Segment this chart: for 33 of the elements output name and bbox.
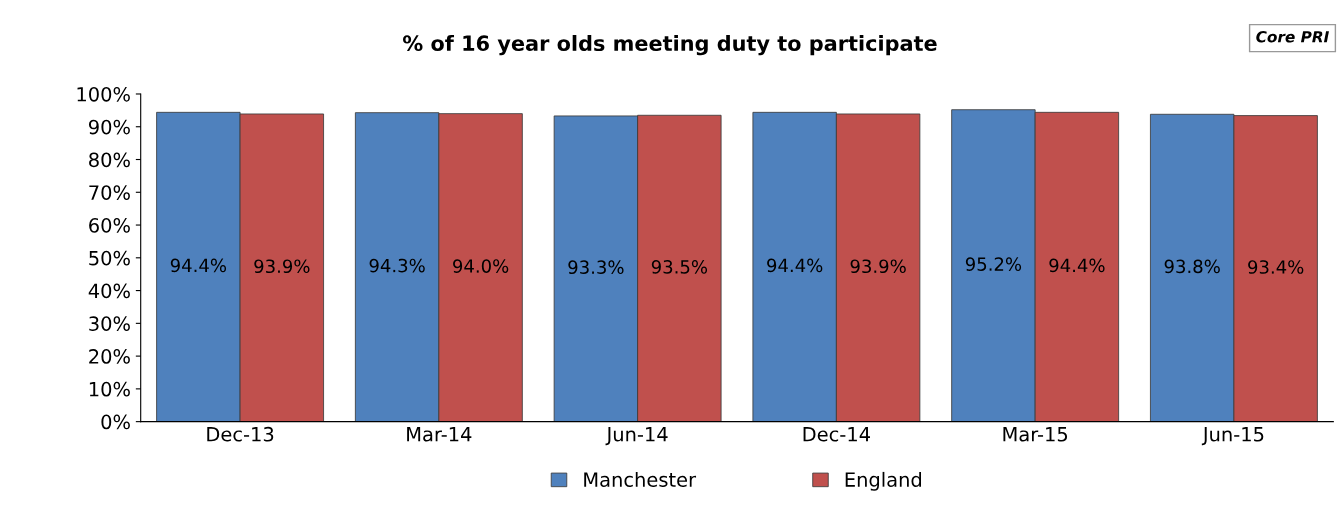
data-label: 94.3% <box>369 258 425 273</box>
data-label: 93.5% <box>651 260 708 274</box>
y-tick-label: 20% <box>89 349 130 364</box>
data-label: 93.9% <box>254 259 310 274</box>
y-tick-label: 30% <box>89 316 130 332</box>
data-label: 94.4% <box>1049 258 1105 273</box>
y-tick-label: 0% <box>101 414 130 430</box>
y-tick-label: 90% <box>88 119 130 135</box>
x-tick-label: Jun-15 <box>1201 427 1264 446</box>
text: Core PRI <box>1256 30 1329 43</box>
x-tick-label: Dec-13 <box>207 426 274 442</box>
data-label: 93.4% <box>1248 260 1304 274</box>
legend-label: Manchester <box>584 471 697 487</box>
data-label: 94.4% <box>767 258 823 273</box>
x-tick-label: Jun-14 <box>605 427 668 446</box>
y-tick-label: 40% <box>88 283 130 299</box>
data-label: 93.3% <box>568 260 624 275</box>
data-label: 93.9% <box>850 259 906 274</box>
y-tick-label: 10% <box>89 381 130 397</box>
data-label: 95.2% <box>965 257 1022 271</box>
data-label: 93.8% <box>1164 259 1220 274</box>
y-tick-label: 100% <box>77 86 130 102</box>
x-tick-label: Dec-14 <box>803 427 870 442</box>
x-tick-label: Mar-14 <box>407 427 472 442</box>
chart-title: % of 16 year olds meeting duty to participate <box>403 34 937 56</box>
data-label: 94.4% <box>170 258 227 273</box>
y-tick-label: 50% <box>89 250 130 266</box>
y-tick-label: 70% <box>89 185 130 200</box>
x-tick-label: Mar-15 <box>1003 427 1068 442</box>
legend-label: England <box>845 471 921 491</box>
y-tick-label: 60% <box>89 218 130 233</box>
data-label: 94.0% <box>453 259 509 273</box>
y-tick-label: 80% <box>89 152 130 168</box>
